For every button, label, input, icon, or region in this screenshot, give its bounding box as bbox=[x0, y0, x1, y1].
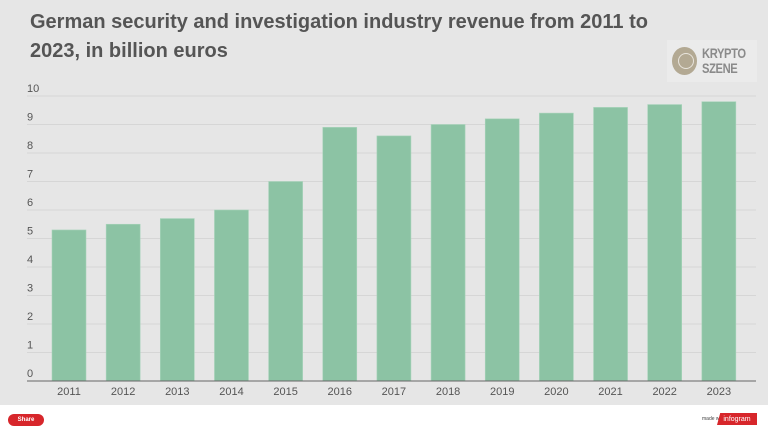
krypto-szene-logo: KRYPTO SZENE bbox=[667, 40, 757, 82]
bar-2022 bbox=[647, 104, 682, 382]
y-tick-label: 0 bbox=[27, 368, 33, 380]
bar-2011 bbox=[51, 229, 87, 382]
y-tick-label: 6 bbox=[27, 197, 33, 209]
logo-line1: KRYPTO bbox=[702, 45, 747, 61]
x-tick-label: 2020 bbox=[544, 386, 568, 398]
y-tick-label: 7 bbox=[27, 169, 33, 181]
x-tick-label: 2021 bbox=[598, 386, 622, 398]
x-tick-label: 2023 bbox=[707, 386, 731, 398]
x-tick-label: 2016 bbox=[328, 386, 352, 398]
bar-2021 bbox=[593, 107, 628, 382]
bar-2016 bbox=[322, 127, 358, 382]
infogram-label: infogram bbox=[723, 415, 751, 423]
x-tick-label: 2017 bbox=[382, 386, 406, 398]
y-tick-label: 5 bbox=[27, 226, 33, 238]
bar-2015 bbox=[268, 181, 303, 382]
bar-chart: 0 1 2 3 4 5 6 7 8 9 10 2011 2012 2013 2014 2015 2016 2017… bbox=[27, 83, 756, 398]
y-tick-label: 10 bbox=[27, 83, 39, 95]
bar-2013 bbox=[160, 218, 195, 382]
logo-emblem-icon bbox=[672, 47, 698, 75]
bar-2014 bbox=[214, 209, 249, 382]
y-tick-label: 9 bbox=[27, 112, 33, 124]
share-button[interactable]: Share bbox=[8, 414, 44, 426]
y-tick-label: 8 bbox=[27, 140, 33, 152]
y-tick-label: 2 bbox=[27, 311, 33, 323]
bar-2019 bbox=[484, 118, 520, 382]
y-tick-label: 1 bbox=[27, 340, 33, 352]
chart-title: German security and investigation indust… bbox=[30, 11, 648, 62]
bar-2018 bbox=[430, 124, 466, 382]
logo-text: KRYPTO SZENE bbox=[702, 46, 746, 76]
x-tick-label: 2013 bbox=[165, 386, 189, 398]
x-tick-label: 2011 bbox=[57, 386, 81, 398]
infogram-link[interactable]: infogram bbox=[717, 413, 757, 425]
share-label: Share bbox=[17, 417, 35, 423]
bar-2020 bbox=[539, 112, 574, 382]
x-tick-label: 2019 bbox=[490, 386, 514, 398]
y-tick-label: 3 bbox=[27, 283, 33, 295]
logo-line2: SZENE bbox=[702, 60, 738, 76]
bar-2023 bbox=[701, 101, 737, 382]
x-tick-label: 2012 bbox=[111, 386, 135, 398]
x-tick-label: 2022 bbox=[652, 386, 676, 398]
x-tick-label: 2014 bbox=[219, 386, 243, 398]
bar-2012 bbox=[105, 223, 141, 382]
x-tick-label: 2018 bbox=[436, 386, 460, 398]
x-tick-label: 2015 bbox=[273, 386, 297, 398]
y-tick-label: 4 bbox=[27, 254, 33, 266]
bar-2017 bbox=[376, 135, 412, 382]
made-with-label: made with bbox=[702, 416, 725, 422]
footer: Share made with infogram bbox=[0, 405, 768, 439]
